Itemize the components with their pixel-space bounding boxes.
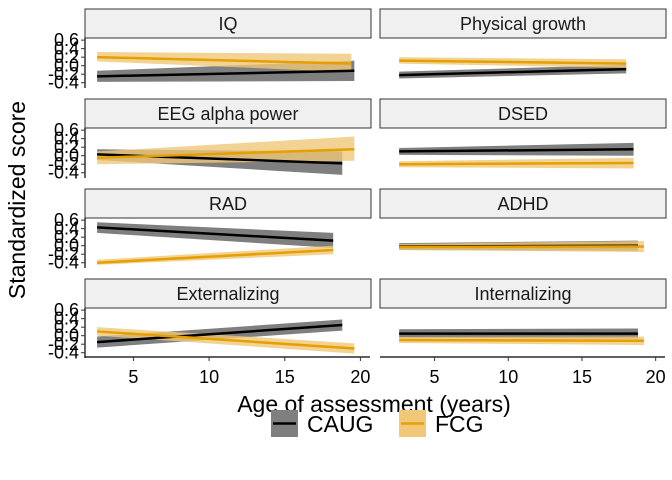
trend-line bbox=[97, 69, 355, 78]
y-tick-label: 0.4 bbox=[54, 219, 79, 239]
trend-line bbox=[399, 148, 634, 153]
legend-label-caug: CAUG bbox=[307, 411, 373, 437]
trend-line bbox=[97, 248, 334, 264]
y-tick-label: 0.2 bbox=[54, 227, 79, 247]
y-tick-label: -0.4 bbox=[48, 253, 79, 273]
panel: DSED bbox=[379, 98, 667, 169]
trend-line bbox=[97, 226, 334, 242]
x-tick-label: 15 bbox=[275, 367, 295, 387]
y-tick-label: -0.2 bbox=[48, 64, 79, 84]
y-tick-label: 0.2 bbox=[54, 47, 79, 67]
panel: Externalizing bbox=[84, 278, 372, 354]
strip-label: Internalizing bbox=[474, 284, 571, 304]
y-tick-label: 0.4 bbox=[54, 309, 79, 329]
strip-label: RAD bbox=[209, 194, 247, 214]
trend-line bbox=[97, 148, 355, 160]
y-tick-label: 0.0 bbox=[54, 56, 79, 76]
x-tick-label: 15 bbox=[572, 367, 592, 387]
trend-line bbox=[399, 161, 634, 166]
strip-label: Externalizing bbox=[176, 284, 279, 304]
x-tick-label: 20 bbox=[646, 367, 666, 387]
y-tick-label: -0.4 bbox=[48, 163, 79, 183]
y-tick-label: 0.6 bbox=[54, 300, 79, 320]
y-tick-label: -0.4 bbox=[48, 343, 79, 363]
y-tick-label: -0.4 bbox=[48, 73, 79, 93]
y-tick-label: 0.0 bbox=[54, 236, 79, 256]
y-tick-label: 0.0 bbox=[54, 146, 79, 166]
trend-line bbox=[97, 323, 343, 344]
y-tick-label: 0.2 bbox=[54, 317, 79, 337]
panel: RAD bbox=[84, 188, 372, 265]
strip-label: ADHD bbox=[497, 194, 548, 214]
y-tick-label: -0.2 bbox=[48, 334, 79, 354]
strip-background bbox=[84, 8, 372, 39]
trend-line bbox=[399, 338, 644, 343]
panel: Physical growth bbox=[379, 8, 667, 79]
y-tick-label: 0.6 bbox=[54, 210, 79, 230]
strip-label: EEG alpha power bbox=[157, 104, 298, 124]
y-axis: 0.60.40.20.0-0.2-0.40.60.40.20.0-0.2-0.4… bbox=[48, 30, 86, 363]
trend-line bbox=[399, 67, 627, 77]
x-tick-label: 10 bbox=[498, 367, 518, 387]
x-axis: 5 10 15 20 5 10 15 20 bbox=[85, 356, 666, 387]
panel: Internalizing bbox=[379, 278, 667, 346]
y-tick-label: 0.4 bbox=[54, 129, 79, 149]
strip-background bbox=[84, 98, 372, 129]
x-tick-label: 5 bbox=[430, 367, 440, 387]
x-tick-label: 20 bbox=[350, 367, 370, 387]
strip-background bbox=[379, 188, 667, 219]
trend-line bbox=[97, 330, 355, 350]
y-tick-label: 0.6 bbox=[54, 120, 79, 140]
strip-label: IQ bbox=[218, 14, 237, 34]
strip-background bbox=[84, 278, 372, 309]
y-tick-label: 0.0 bbox=[54, 326, 79, 346]
confidence-band bbox=[97, 52, 352, 73]
y-tick-label: 0.6 bbox=[54, 30, 79, 50]
strip-label: Physical growth bbox=[460, 14, 586, 34]
panel: ADHD bbox=[379, 188, 667, 253]
x-tick-label: 10 bbox=[199, 367, 219, 387]
strip-background bbox=[379, 278, 667, 309]
x-tick-label: 5 bbox=[128, 367, 138, 387]
strip-label: DSED bbox=[498, 104, 548, 124]
strip-background bbox=[84, 188, 372, 219]
strip-background bbox=[379, 8, 667, 39]
legend-label-fcg: FCG bbox=[435, 411, 484, 437]
panel: EEG alpha power bbox=[84, 98, 372, 175]
trend-line bbox=[97, 55, 352, 65]
y-tick-label: -0.2 bbox=[48, 244, 79, 264]
y-tick-label: 0.2 bbox=[54, 137, 79, 157]
y-tick-label: 0.4 bbox=[54, 39, 79, 59]
legend: CAUG FCG bbox=[271, 410, 484, 437]
panel-grid: IQ Physical growth EEG alpha power DSED RAD A… bbox=[84, 8, 667, 354]
strip-background bbox=[379, 98, 667, 129]
y-axis-title: Standardized score bbox=[4, 101, 30, 299]
y-tick-label: -0.2 bbox=[48, 154, 79, 174]
trend-line bbox=[399, 59, 627, 65]
panel: IQ bbox=[84, 8, 372, 82]
